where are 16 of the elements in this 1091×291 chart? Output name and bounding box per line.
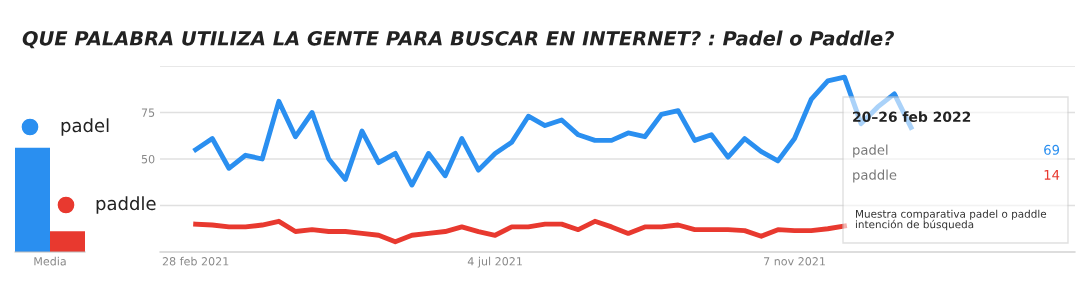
x-tick-label: Media [34,256,66,266]
x-tick-label: 28 feb 2021 [162,256,229,266]
legend-label: paddle [96,196,156,214]
annotation: Muestra comparativa padel o paddle intención de búsqueda [855,209,1047,231]
annotation: 69 [1044,144,1060,155]
y-tick-label: 75 [141,108,155,117]
x-tick-label: 7 nov 2021 [764,257,825,266]
line-series [193,218,847,245]
y-tick-label: 50 [141,154,155,164]
annotation: 14 [1044,170,1060,180]
legend-label: padel [61,118,109,136]
annotation: padel [853,144,888,158]
annotation: 20–26 feb 2022 [853,111,971,123]
annotation: paddle [853,169,897,183]
x-tick-label: 4 jul 2021 [467,256,522,268]
text: QUE PALABRA UTILIZA LA GENTE PARA BUSCAR EN INTERNET? : Padel o Paddle? [22,30,894,49]
